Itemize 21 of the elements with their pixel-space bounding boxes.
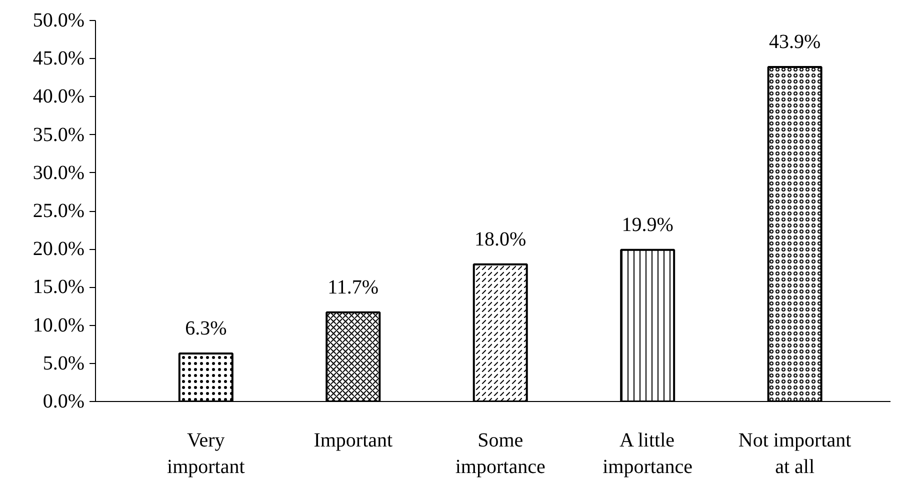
y-tick-label: 50.0% <box>32 10 85 32</box>
data-label: 19.9% <box>622 214 674 236</box>
y-tick-label: 10.0% <box>32 314 85 336</box>
data-label: 43.9% <box>768 30 821 53</box>
x-tick-label: Some importance <box>455 430 546 478</box>
data-label: 11.7% <box>328 276 379 298</box>
y-tick-label: 30.0% <box>32 162 85 184</box>
y-tick-label: 20.0% <box>32 238 85 260</box>
y-tick-label: 45.0% <box>32 48 85 70</box>
x-tick-label: Very important <box>167 430 246 478</box>
y-tick-label: 40.0% <box>32 86 85 108</box>
data-label: 6.3% <box>185 317 227 340</box>
x-tick-label: Important <box>314 430 394 452</box>
y-tick-label: 25.0% <box>32 200 85 222</box>
y-tick-label: 5.0% <box>42 352 85 374</box>
x-tick-label: Not important at all <box>738 430 852 478</box>
data-label: 18.0% <box>474 228 526 250</box>
y-tick-label: 35.0% <box>32 124 85 146</box>
y-tick-label: 0.0% <box>42 390 85 412</box>
x-tick-label: A little importance <box>602 430 693 478</box>
y-tick-label: 15.0% <box>32 276 85 298</box>
